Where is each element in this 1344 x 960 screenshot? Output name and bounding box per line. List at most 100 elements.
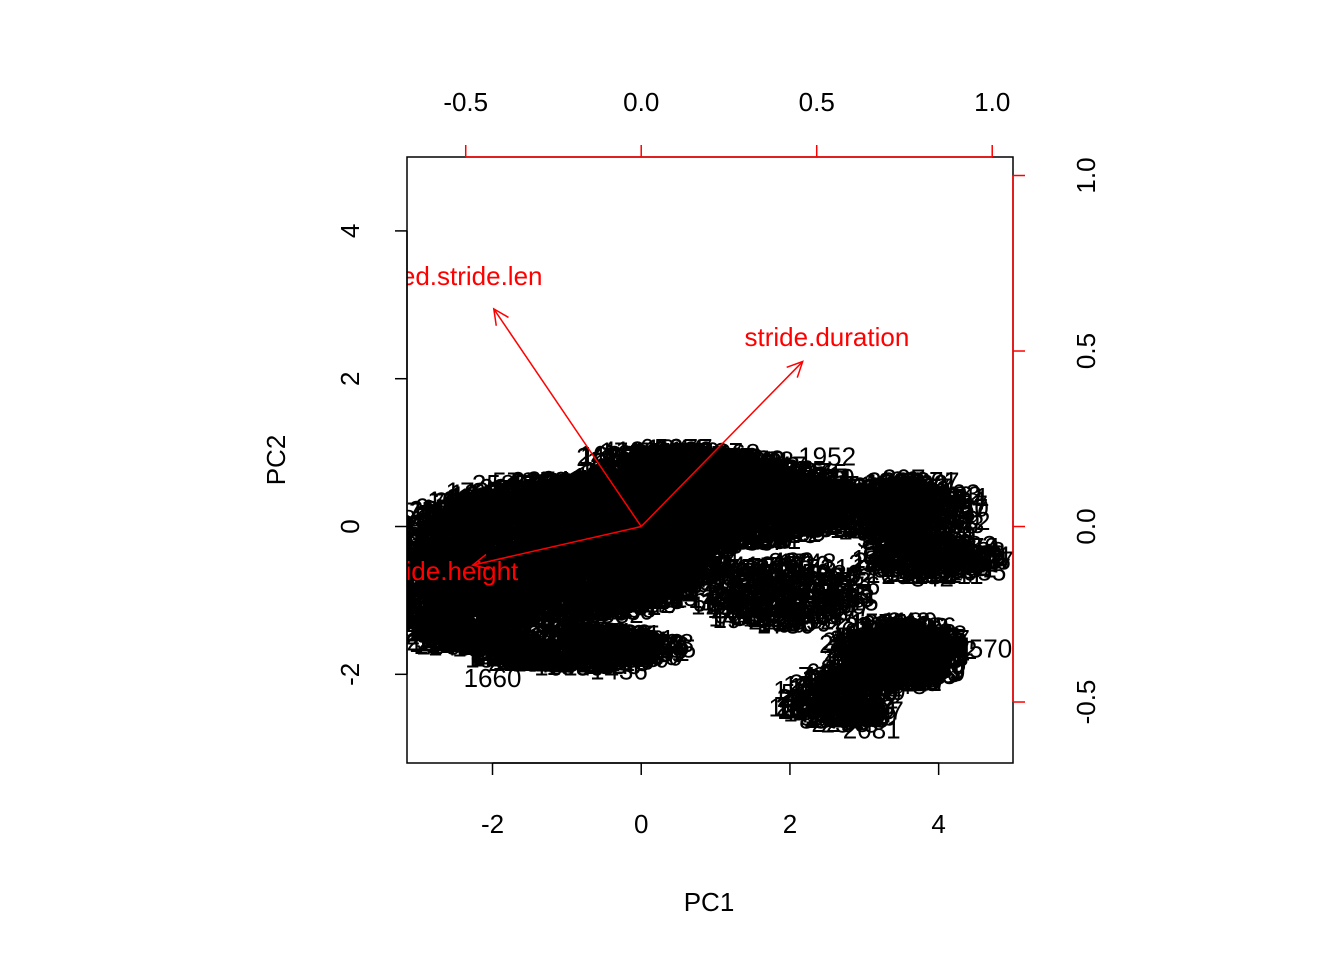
observation-label: 86	[520, 582, 549, 612]
observation-label: 1386	[563, 476, 621, 506]
observation-label: 872	[441, 575, 484, 605]
observation-label: 2047	[519, 602, 577, 632]
observation-label: 2294	[532, 474, 590, 504]
observation-label: 1788	[524, 583, 582, 613]
tick-label: 0	[335, 519, 365, 533]
observation-label: 2336	[424, 569, 482, 599]
observation-label: 2503	[397, 509, 455, 539]
observation-label: 869	[457, 498, 500, 528]
loading-axis-top: -0.5 0.0 0.5 1.0	[443, 87, 1010, 158]
observation-label: 1786	[587, 560, 645, 590]
observation-label: 2130	[568, 550, 626, 580]
observation-label: 717	[652, 567, 695, 597]
observation-label: 1660	[464, 663, 522, 693]
loading-label: ed.stride.len	[401, 261, 543, 291]
observation-label: 1103	[512, 492, 568, 522]
observation-label: 97	[489, 595, 518, 625]
observation-label: 42	[637, 497, 666, 527]
observation-label: 2582	[638, 577, 696, 607]
tick-label: 0.0	[1071, 508, 1101, 544]
observation-label: 2006	[414, 533, 472, 563]
observation-label: 2570	[638, 577, 696, 607]
observation-label: 1953	[535, 576, 593, 606]
observation-label: 1650	[612, 576, 670, 606]
observation-label: 1116	[544, 477, 598, 507]
loading-label: stride.duration	[745, 322, 910, 352]
observation-label: 1859	[593, 505, 651, 535]
observation-label: 774	[508, 510, 551, 540]
observation-label: 2077	[551, 501, 609, 531]
observation-label: 2014	[417, 507, 475, 537]
observation-label: 951	[569, 543, 612, 573]
observation-label: 2362	[399, 565, 457, 595]
observation-label: 175	[703, 445, 746, 475]
tick-label: 4	[931, 809, 945, 839]
observation-label: 1877	[413, 532, 471, 562]
observation-label: 308	[434, 486, 477, 516]
observation-label: 573	[675, 501, 718, 531]
observation-label: 2489	[430, 515, 488, 545]
observation-label: 757	[577, 477, 620, 507]
observation-label: 781	[939, 547, 982, 577]
observation-label: 1318	[415, 541, 473, 571]
observation-label: 2439	[623, 489, 681, 519]
observation-label: 340	[653, 491, 696, 521]
observation-label: 1597	[474, 489, 532, 519]
observation-label: 1488	[570, 588, 628, 618]
observation-label: 2585	[535, 486, 593, 516]
observation-label: 2293	[707, 557, 765, 587]
observation-label: 2302	[641, 578, 699, 608]
tick-label: -2	[335, 663, 365, 686]
observation-label: 1053	[470, 513, 528, 543]
observation-label: 1567	[582, 511, 640, 541]
observation-label: 106	[874, 543, 917, 573]
observation-label: 710	[559, 517, 602, 547]
observation-label: 2399	[487, 578, 545, 608]
tick-label: 2	[335, 371, 365, 385]
tick-label: 0	[634, 809, 648, 839]
x-axis-bottom: -2 0 2 4	[481, 762, 946, 839]
observation-label: 1091	[661, 551, 719, 581]
observation-label: 912	[537, 480, 580, 510]
observation-label: 1887	[587, 446, 645, 476]
observation-label: 198	[615, 531, 658, 561]
observation-label: 1334	[550, 557, 608, 587]
observation-label: 500	[418, 576, 461, 606]
observation-label: 297	[682, 523, 725, 553]
observation-label: 1458	[607, 521, 665, 551]
observation-label: 1822	[660, 514, 718, 544]
observation-label: 914	[626, 568, 669, 598]
observation-label: 1896	[467, 582, 525, 612]
observation-label: 2067	[483, 495, 541, 525]
observation-label: 1226	[691, 591, 749, 621]
tick-label: -2	[481, 809, 504, 839]
observation-label: 1802	[512, 528, 570, 558]
observation-label: 25	[580, 521, 609, 551]
tick-label: -0.5	[443, 87, 488, 117]
observation-label: 2067	[644, 440, 702, 470]
observation-label: 552	[590, 551, 633, 581]
observation-label: 206	[630, 540, 673, 570]
observation-label: 2140	[653, 506, 711, 536]
observation-label: 323	[564, 629, 607, 659]
observation-label: 1191	[547, 467, 603, 497]
observation-label: 1771	[659, 568, 717, 598]
observation-label: 2437	[454, 517, 512, 547]
tick-label: 0.5	[799, 87, 835, 117]
x-axis-label: PC1	[684, 887, 735, 917]
observation-label: 517	[522, 579, 565, 609]
tick-label: 0.0	[623, 87, 659, 117]
observation-label: 2388	[432, 582, 490, 612]
observation-label: 1952	[798, 441, 856, 471]
observation-label: 2570	[954, 633, 1012, 663]
observation-label: 343	[543, 535, 586, 565]
observation-label: 800	[576, 550, 619, 580]
observation-label: 2326	[572, 488, 630, 518]
observation-label: 1323	[617, 478, 675, 508]
observation-label: 1409	[615, 527, 673, 557]
loading-label: stride.height	[377, 556, 519, 586]
observation-label: 1842	[450, 479, 508, 509]
y-axis-label: PC2	[261, 435, 291, 486]
